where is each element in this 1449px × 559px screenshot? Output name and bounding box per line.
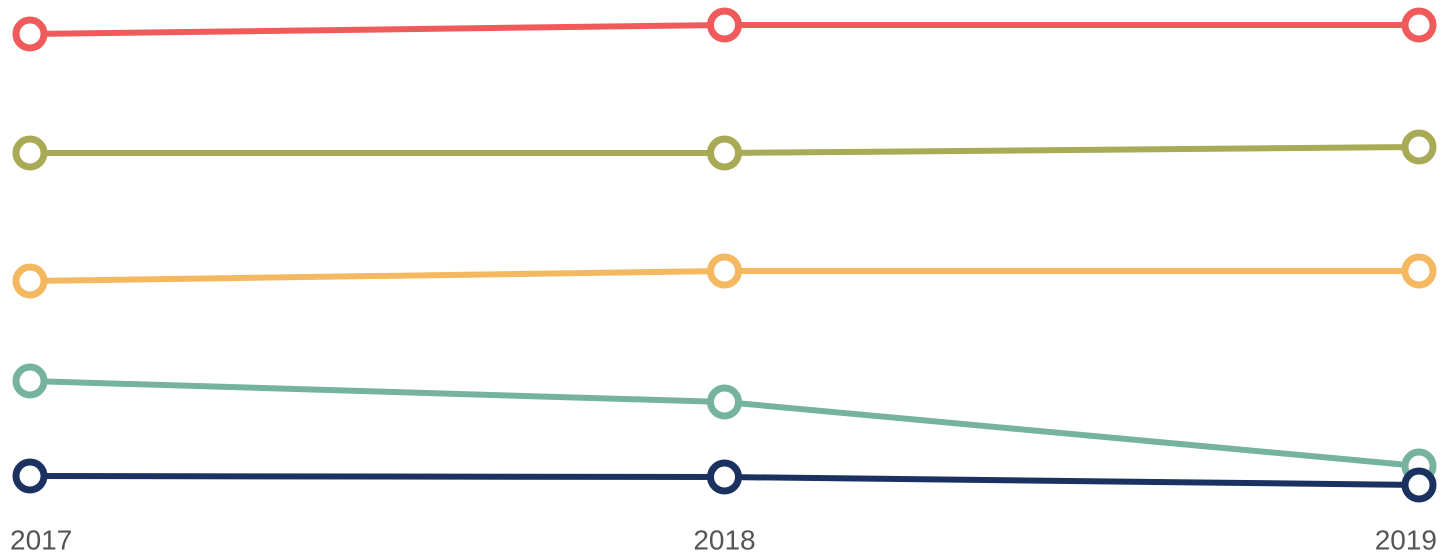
x-tick-label: 2019: [1375, 524, 1437, 555]
data-point: [1401, 7, 1437, 43]
data-point: [707, 253, 742, 289]
data-point: [707, 384, 742, 420]
x-tick-label: 2018: [693, 524, 755, 555]
data-point: [707, 459, 742, 495]
x-tick-label: 2017: [10, 524, 72, 555]
data-point: [12, 16, 48, 52]
data-point: [707, 7, 742, 43]
data-point: [12, 135, 48, 171]
data-point: [12, 363, 48, 399]
data-point: [1401, 467, 1437, 503]
data-point: [12, 263, 48, 299]
data-point: [1401, 129, 1437, 165]
data-point: [1401, 253, 1437, 289]
data-point: [12, 458, 48, 494]
data-point: [707, 135, 742, 171]
